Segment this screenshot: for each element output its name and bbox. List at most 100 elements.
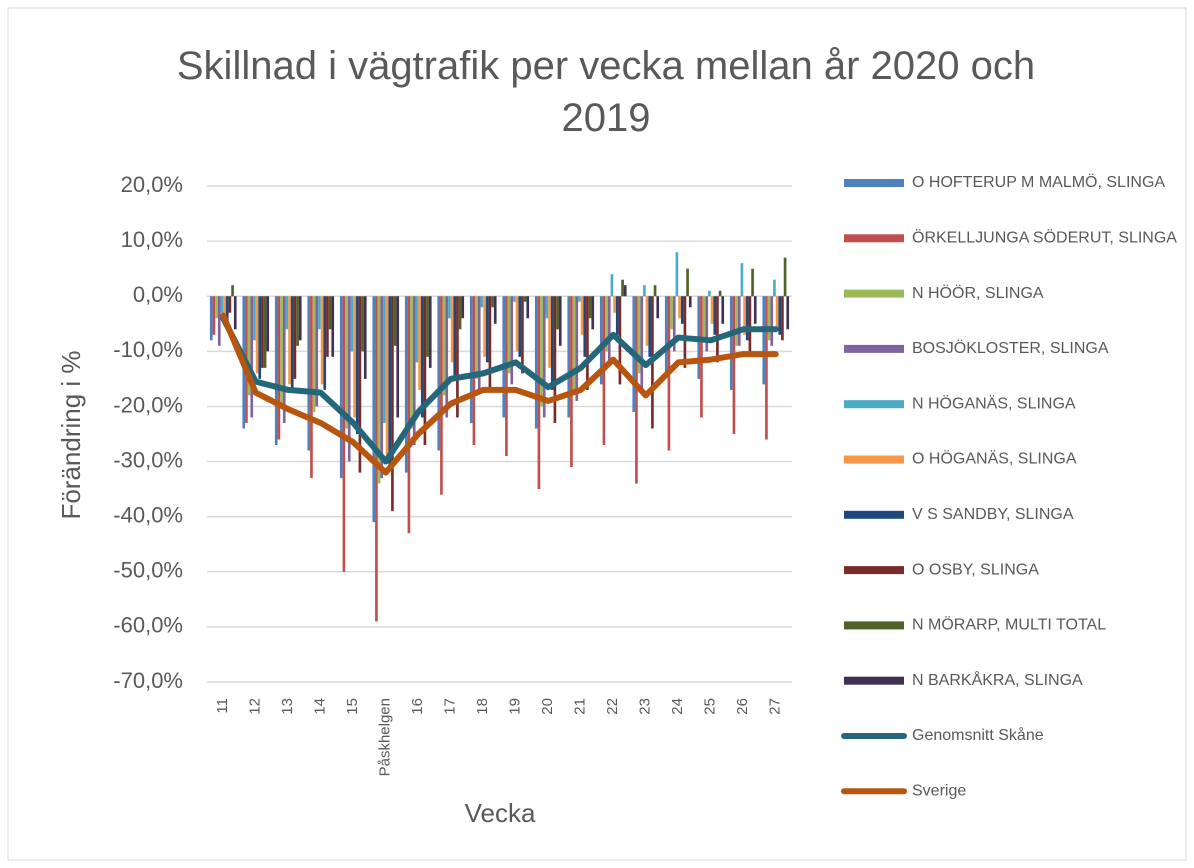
bar (680, 296, 684, 324)
bar (358, 296, 362, 473)
y-tick-label: -50,0% (113, 558, 183, 583)
bar (458, 296, 462, 330)
bar (550, 296, 554, 390)
bar (428, 296, 432, 368)
bar (423, 296, 427, 446)
bar (418, 296, 421, 390)
bar (526, 296, 530, 319)
title-line: Skillnad i vägtrafik per vecka mellan år… (177, 44, 1035, 88)
legend-label: O HÖGANÄS, SLINGA (912, 450, 1077, 468)
bar (339, 296, 343, 479)
bar (664, 296, 668, 374)
bar (315, 296, 319, 407)
bar (748, 296, 752, 352)
y-tick-label: -60,0% (113, 613, 183, 638)
legend-label: N HÖGANÄS, SLINGA (912, 394, 1076, 412)
bar (778, 296, 782, 335)
bar (708, 290, 711, 297)
bar (266, 296, 270, 352)
bar (534, 296, 538, 429)
bar (521, 296, 524, 374)
bar (258, 296, 262, 379)
bar (783, 257, 787, 297)
title-line: 2019 (562, 96, 651, 140)
bar (578, 296, 581, 302)
bar (640, 296, 644, 390)
x-tick-label: Påskhelgen (377, 698, 394, 776)
bar (233, 296, 237, 330)
bar (320, 296, 324, 385)
bar (407, 296, 411, 534)
bar (613, 296, 616, 313)
bar (545, 296, 549, 319)
bar (310, 296, 313, 479)
legend-swatch (844, 676, 904, 685)
legend-swatch (844, 289, 904, 298)
x-tick-label: 12 (247, 698, 264, 715)
bar (572, 296, 576, 390)
bar (743, 296, 746, 335)
bar (702, 296, 706, 341)
bar (553, 296, 557, 423)
x-tick-label: 16 (409, 698, 426, 715)
bar (290, 296, 294, 390)
bar (469, 296, 473, 423)
legend-swatch (844, 400, 904, 409)
bar (688, 296, 692, 308)
x-axis-label: Vecka (465, 798, 536, 828)
legend-label: N HÖÖR, SLINGA (912, 284, 1044, 302)
bar (404, 296, 408, 473)
bar (507, 296, 511, 374)
bar (307, 296, 311, 451)
bar (653, 285, 657, 297)
x-tick-label: 25 (702, 698, 719, 715)
bar (556, 296, 559, 330)
bar (773, 279, 776, 297)
bar (477, 296, 481, 390)
bar (672, 296, 676, 352)
y-tick-label: 0,0% (133, 282, 183, 307)
chart-frame (7, 7, 1187, 861)
bar (575, 296, 579, 401)
bar (288, 296, 291, 385)
line (220, 315, 779, 465)
bar (580, 296, 584, 335)
legend-swatch (844, 179, 904, 187)
legend-label: Sverige (912, 783, 966, 800)
bar (274, 296, 278, 446)
bar (510, 296, 514, 385)
bar (285, 296, 289, 330)
bar (570, 296, 573, 468)
legend-swatch (844, 234, 904, 243)
x-tick-label: 11 (214, 698, 231, 714)
bar (450, 296, 454, 363)
x-tick-label: 23 (637, 698, 654, 715)
legend-swatch (844, 455, 904, 464)
y-axis-label: Förändring i % (56, 350, 86, 519)
bar (762, 296, 766, 385)
bar (721, 296, 725, 324)
bar (380, 296, 384, 479)
bar (393, 296, 397, 346)
bar (623, 285, 627, 297)
bar (253, 296, 256, 341)
bar (318, 296, 321, 330)
bar (375, 296, 378, 622)
bar (605, 296, 608, 352)
bar (488, 296, 492, 390)
bar (491, 296, 494, 308)
bar (377, 296, 381, 484)
bar (513, 296, 516, 302)
bar (683, 296, 687, 368)
bar (542, 296, 546, 418)
bar (710, 296, 714, 324)
legend-label: Genomsnitt Skåne (912, 726, 1044, 744)
bar (767, 296, 771, 341)
bar (231, 285, 234, 297)
bar (263, 296, 267, 368)
bar (296, 296, 299, 346)
bar (385, 296, 389, 457)
bar (472, 296, 476, 446)
bar (656, 296, 660, 319)
